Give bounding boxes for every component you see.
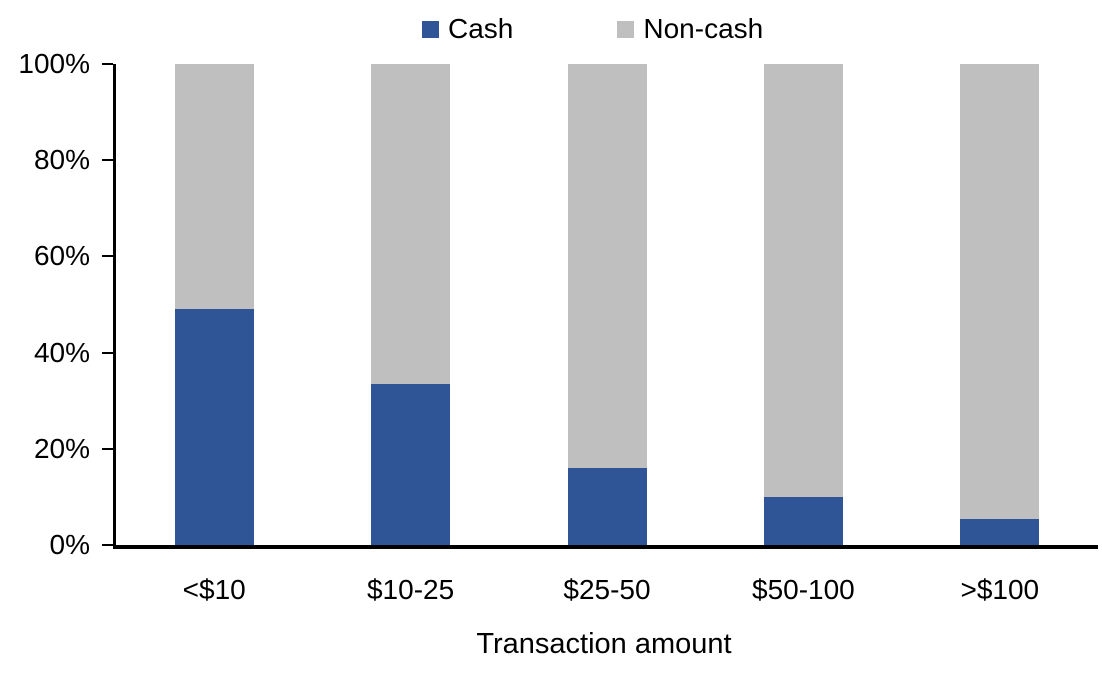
legend-swatch-non-cash-icon <box>617 20 635 38</box>
y-axis-tick <box>102 63 113 65</box>
bar-segment-cash <box>371 383 451 545</box>
legend-label-cash: Cash <box>448 13 514 44</box>
bar-segment-cash <box>174 309 254 545</box>
legend-item-non-cash: Non-cash <box>617 13 763 45</box>
bar-segment-non-cash <box>567 64 647 469</box>
y-axis-tick-label: 40% <box>33 336 90 368</box>
chart-legend: Cash Non-cash <box>422 13 763 45</box>
stacked-bar <box>371 64 451 545</box>
x-axis-category-label: $50-100 <box>752 574 855 605</box>
stacked-bar <box>763 64 843 545</box>
stacked-bar <box>960 64 1040 545</box>
x-axis-category-label: $25-50 <box>563 574 651 605</box>
bar-segment-cash <box>960 518 1040 545</box>
x-axis-category-label: <$10 <box>182 574 246 605</box>
y-axis-tick-label: 60% <box>33 240 90 272</box>
y-axis-tick <box>102 159 113 162</box>
y-axis-tick <box>102 544 113 546</box>
stacked-bar <box>567 64 647 545</box>
legend-swatch-cash-icon <box>422 20 439 38</box>
bar-segment-non-cash <box>371 64 451 384</box>
bar-segment-cash <box>763 496 843 545</box>
bar-segment-cash <box>567 468 647 545</box>
bar-segment-non-cash <box>174 64 254 310</box>
y-axis-tick <box>102 351 113 354</box>
x-axis-category-label: >$100 <box>960 574 1040 605</box>
y-axis-tick-label: 80% <box>33 144 90 176</box>
bar-segment-non-cash <box>763 64 843 497</box>
legend-label-non-cash: Non-cash <box>643 13 764 44</box>
bar-segment-non-cash <box>960 64 1040 519</box>
plot-area: 0% 20% 40% 60% 80% 100% <$10 $10-25 $25-50 $50-10… <box>18 48 1098 605</box>
x-axis-title: Transaction amount <box>476 628 732 660</box>
x-axis-category-label: $10-25 <box>366 574 455 605</box>
y-axis-tick-label: 100% <box>18 48 90 79</box>
legend-item-cash: Cash <box>422 13 513 45</box>
stacked-bar <box>174 64 254 545</box>
y-axis-tick <box>102 255 113 258</box>
y-axis-tick-label: 20% <box>33 432 90 464</box>
y-axis-tick <box>102 447 113 450</box>
y-axis-tick-label: 0% <box>49 529 90 560</box>
